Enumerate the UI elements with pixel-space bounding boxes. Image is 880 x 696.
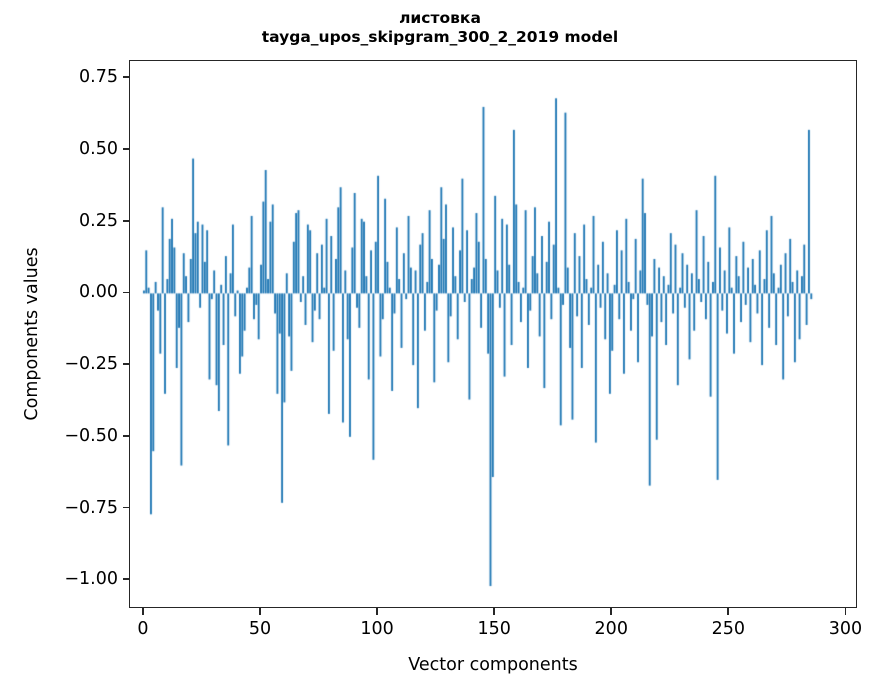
y-tick-label: −0.75 bbox=[64, 497, 118, 518]
y-tick-label: −1.00 bbox=[64, 569, 118, 590]
x-tick-label: 150 bbox=[477, 619, 511, 639]
plot-area bbox=[129, 60, 857, 608]
x-tick-mark bbox=[259, 608, 261, 615]
y-tick-label: 0.25 bbox=[79, 210, 118, 231]
y-tick-mark bbox=[122, 291, 129, 294]
x-tick-label: 100 bbox=[360, 619, 394, 639]
y-tick-mark bbox=[122, 363, 129, 366]
x-axis-label: Vector components bbox=[408, 655, 578, 675]
x-tick-mark bbox=[376, 608, 378, 615]
x-tick-label: 0 bbox=[137, 619, 149, 639]
chart-title: листовка tayga_upos_skipgram_300_2_2019 … bbox=[0, 9, 880, 47]
chart-title-line1: листовка bbox=[399, 9, 481, 27]
y-tick-mark bbox=[122, 506, 129, 509]
x-tick-mark bbox=[610, 608, 613, 615]
x-tick-mark bbox=[493, 608, 496, 615]
y-tick-label: 0.00 bbox=[79, 282, 118, 303]
y-tick-label: 0.75 bbox=[79, 67, 118, 88]
y-tick-mark bbox=[122, 219, 129, 222]
y-tick-mark bbox=[122, 148, 129, 150]
x-tick-mark bbox=[142, 608, 144, 615]
x-tick-mark bbox=[844, 608, 847, 615]
y-axis-label: Components values bbox=[22, 247, 42, 421]
chart-title-line2: tayga_upos_skipgram_300_2_2019 model bbox=[261, 28, 619, 46]
y-tick-mark bbox=[122, 76, 129, 79]
y-tick-label: −0.50 bbox=[64, 425, 118, 446]
x-tick-label: 250 bbox=[711, 619, 746, 639]
x-tick-label: 50 bbox=[248, 619, 272, 639]
x-tick-mark bbox=[727, 608, 730, 615]
bar-series-canvas bbox=[130, 61, 856, 607]
y-tick-label: 0.50 bbox=[79, 138, 118, 159]
y-tick-mark bbox=[122, 578, 129, 581]
x-tick-label: 200 bbox=[594, 619, 628, 639]
y-tick-mark bbox=[122, 434, 129, 437]
y-tick-label: −0.25 bbox=[64, 354, 118, 375]
x-tick-label: 300 bbox=[828, 619, 863, 639]
